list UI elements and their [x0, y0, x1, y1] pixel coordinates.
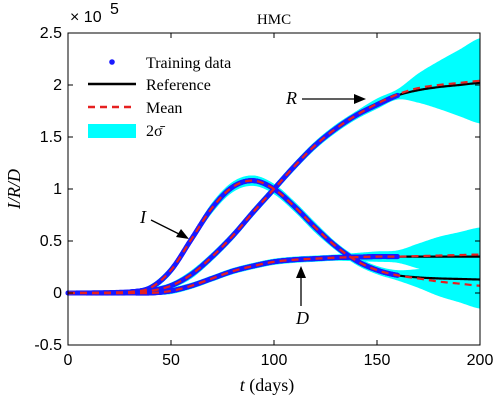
- svg-text:5: 5: [110, 1, 119, 18]
- training-data-points: [65, 92, 401, 296]
- annotation-I-arrowhead: [176, 229, 189, 239]
- mean-lines: [67, 79, 481, 295]
- training-point-d: [395, 254, 401, 260]
- legend-swatch-band: [88, 124, 136, 138]
- svg-text:× 10: × 10: [70, 9, 102, 26]
- y-tick-label: 1.5: [40, 129, 62, 146]
- annotation-I: I: [139, 207, 189, 239]
- y-axis-label: I/R/D: [4, 169, 24, 210]
- annotation-D: D: [295, 266, 309, 328]
- y-tick-label: 0.5: [40, 233, 62, 250]
- mean-line-r: [68, 79, 481, 295]
- y-tick-label: 0: [53, 285, 62, 302]
- x-tick-label: 200: [467, 352, 494, 369]
- uncertainty-bands: [68, 38, 480, 309]
- y-axis-ticks: -0.5 0 0.5 1 1.5 2 2.5: [34, 25, 480, 354]
- chart-title: HMC: [257, 12, 291, 28]
- annotation-D-arrowhead: [296, 266, 306, 278]
- x-tick-label: 100: [261, 352, 288, 369]
- mean-line-i: [67, 179, 481, 295]
- y-tick-label: -0.5: [34, 337, 62, 354]
- y-tick-label: 1: [53, 181, 62, 198]
- x-tick-label: 0: [64, 352, 73, 369]
- legend-swatch-training: [109, 59, 115, 65]
- legend-label-training: Training data: [146, 55, 231, 72]
- x-axis-ticks: 0 50 100 150 200: [64, 33, 494, 369]
- legend-label-reference: Reference: [146, 77, 211, 94]
- legend-label-band: 2σ̄: [146, 123, 166, 140]
- legend: Training data Reference Mean 2σ̄: [88, 55, 231, 140]
- x-tick-label: 50: [162, 352, 180, 369]
- mean-line-d: [68, 253, 481, 295]
- legend-label-mean: Mean: [146, 100, 182, 117]
- y-tick-label: 2: [53, 77, 62, 94]
- x-tick-label: 150: [364, 352, 391, 369]
- y-tick-label: 2.5: [40, 25, 62, 42]
- x-axis-label: t (days): [240, 375, 295, 396]
- band-i: [68, 175, 480, 309]
- annotation-D-label: D: [295, 308, 309, 328]
- annotation-R-label: R: [285, 88, 297, 108]
- annotation-R-arrowhead: [354, 94, 366, 104]
- y-exponent-label: × 10 5: [70, 1, 119, 26]
- annotation-R: R: [285, 88, 366, 108]
- annotation-I-arrow: [150, 219, 182, 236]
- annotation-I-label: I: [139, 207, 147, 227]
